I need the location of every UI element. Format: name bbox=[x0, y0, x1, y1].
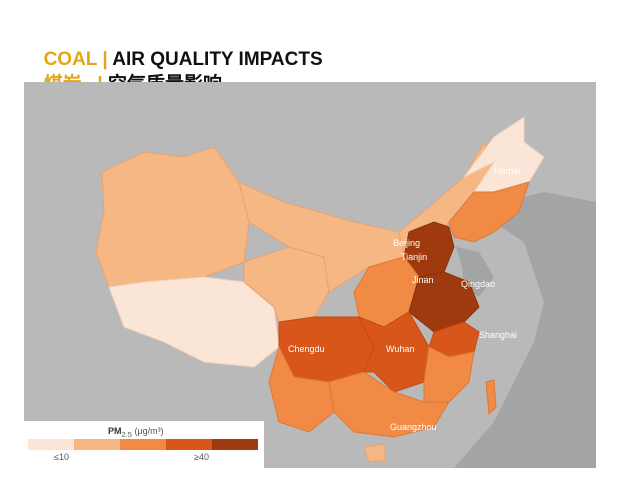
legend-low-label: ≤10 bbox=[54, 452, 69, 462]
region-hainan bbox=[363, 443, 387, 463]
city-chengdu: Chengdu bbox=[288, 344, 325, 354]
city-wuhan: Wuhan bbox=[386, 344, 414, 354]
legend-high-label: ≥40 bbox=[194, 452, 209, 462]
legend-swatch-1 bbox=[28, 439, 74, 450]
region-xinjiang bbox=[95, 146, 250, 288]
legend-swatch-5 bbox=[212, 439, 258, 450]
region-taiwan bbox=[485, 379, 497, 416]
city-guangzhou: Guangzhou bbox=[390, 422, 437, 432]
city-tianjin: Tianjin bbox=[401, 252, 427, 262]
legend-swatch-3 bbox=[120, 439, 166, 450]
legend-swatches bbox=[28, 439, 258, 450]
pm25-legend: PM2.5 (μg/m³) ≤10 ≥40 bbox=[24, 421, 264, 468]
title-english: COAL | AIR QUALITY IMPACTS bbox=[33, 27, 323, 71]
legend-swatch-2 bbox=[74, 439, 120, 450]
legend-swatch-4 bbox=[166, 439, 212, 450]
sea bbox=[454, 192, 596, 468]
title-air-quality: AIR QUALITY IMPACTS bbox=[112, 49, 323, 70]
city-jinan: Jinan bbox=[412, 275, 434, 285]
city-qingdao: Qingdao bbox=[461, 279, 495, 289]
city-harbin: Harbin bbox=[494, 166, 521, 176]
legend-unit: (μg/m³) bbox=[131, 426, 164, 436]
legend-pm: PM bbox=[108, 426, 122, 436]
region-zhejiang-fujian bbox=[423, 346, 475, 403]
pm25-map: Harbin Beijing Tianjin Jinan Qingdao Sha… bbox=[24, 82, 596, 468]
region-shandong-henan bbox=[408, 271, 480, 333]
region-heilongjiang bbox=[463, 116, 545, 193]
region-jilin-liaoning bbox=[448, 181, 530, 243]
region-yunnan bbox=[268, 345, 335, 433]
legend-title: PM2.5 (μg/m³) bbox=[108, 426, 164, 439]
title-coal: COAL | bbox=[43, 49, 113, 70]
city-beijing: Beijing bbox=[393, 238, 420, 248]
legend-pm-subscript: 2.5 bbox=[121, 429, 132, 439]
region-guangdong-guangxi bbox=[328, 371, 450, 438]
city-shanghai: Shanghai bbox=[479, 330, 517, 340]
region-hubei-hunan bbox=[357, 311, 430, 393]
